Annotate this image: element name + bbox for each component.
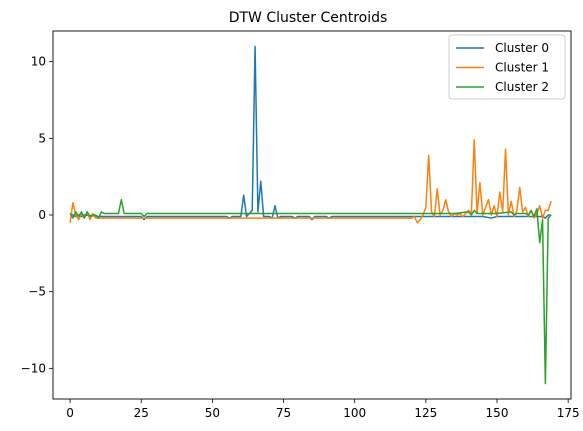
series-line-cluster-2 (69, 198, 552, 385)
y-tick-label: −5 (28, 285, 46, 299)
y-tick-label: 5 (38, 131, 46, 145)
x-tick-label: 75 (276, 406, 291, 420)
x-tick-label: 0 (66, 406, 74, 420)
legend-label: Cluster 0 (495, 41, 549, 55)
chart-title: DTW Cluster Centroids (229, 10, 388, 26)
legend-box (448, 34, 566, 100)
series-layer (69, 45, 552, 385)
x-tick-label: 150 (486, 406, 509, 420)
series-line-cluster-0 (69, 45, 552, 221)
legend-label: Cluster 2 (495, 80, 549, 94)
legend: Cluster 0 Cluster 1 Cluster 2 (448, 34, 566, 100)
legend-label: Cluster 1 (495, 61, 549, 75)
x-axis: 0 25 50 75 100 125 150 175 (66, 399, 580, 420)
y-tick-label: 10 (31, 55, 46, 69)
y-axis: 10 5 0 −5 −10 (21, 55, 53, 375)
y-tick-label: 0 (38, 208, 46, 222)
y-tick-label: −10 (21, 361, 46, 375)
x-tick-label: 175 (557, 406, 580, 420)
x-tick-label: 100 (343, 406, 366, 420)
x-tick-label: 25 (134, 406, 149, 420)
x-tick-label: 125 (414, 406, 437, 420)
x-tick-label: 50 (205, 406, 220, 420)
series-line-cluster-1 (69, 139, 552, 224)
